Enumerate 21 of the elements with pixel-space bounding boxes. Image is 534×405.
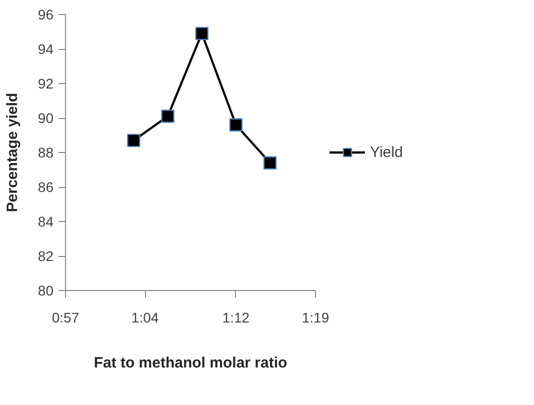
x-tick-label: 1:12	[222, 310, 250, 326]
y-tick-label: 92	[38, 76, 54, 92]
y-tick-label: 86	[38, 179, 54, 195]
point	[127, 134, 140, 148]
x-tick-label: 1:04	[131, 310, 159, 326]
point	[229, 118, 243, 132]
y-tick-label: 84	[38, 214, 54, 230]
x-tick-label: 1:19	[302, 310, 330, 326]
point	[161, 110, 174, 123]
y-tick-label: 96	[38, 6, 54, 22]
x-axis-title: Fat to methanol molar ratio	[94, 354, 288, 372]
y-tick-label: 80	[38, 282, 54, 298]
y-tick-label: 88	[38, 144, 54, 160]
y-tick-label: 90	[38, 110, 54, 126]
y-axis-title: Percentage yield	[4, 92, 21, 212]
point	[195, 26, 208, 40]
y-tick-label: 94	[38, 41, 54, 57]
x-tick-label: 0:57	[52, 310, 80, 326]
legend-label: Yield	[370, 144, 403, 160]
y-tick-label: 82	[38, 248, 54, 264]
point	[263, 156, 277, 170]
